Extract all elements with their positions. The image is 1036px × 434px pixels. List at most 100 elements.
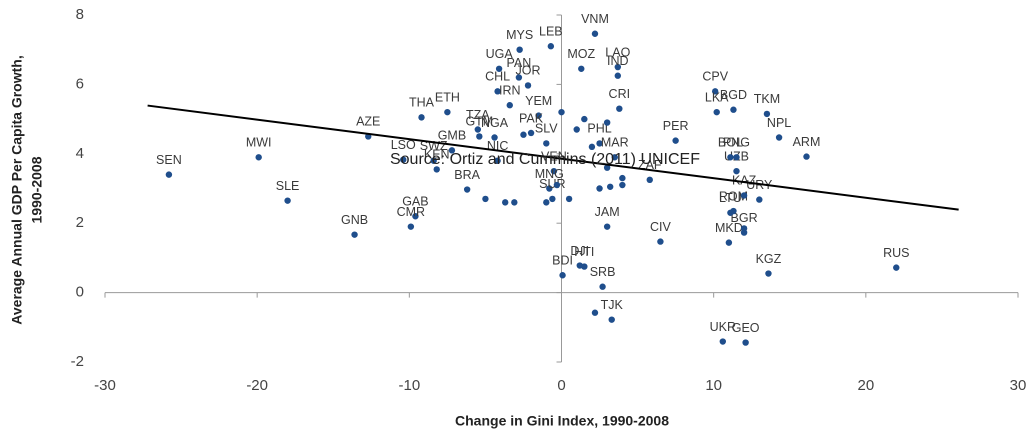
point-label: GMB [438, 129, 466, 143]
point-label: BGD [720, 88, 747, 102]
point-label: LSO [391, 138, 416, 152]
point-label: RUS [883, 246, 909, 260]
point [549, 195, 556, 203]
point [719, 338, 726, 345]
point [546, 185, 553, 192]
point [407, 223, 415, 230]
point-label: MYS [506, 28, 533, 42]
point [578, 65, 585, 72]
point [711, 88, 719, 95]
point [893, 264, 900, 271]
point-label: PER [663, 119, 689, 133]
point [581, 263, 588, 270]
point-label: KEN [424, 148, 450, 162]
point [730, 106, 737, 113]
x-tick-label: 30 [1010, 377, 1027, 394]
point [430, 157, 437, 164]
point-label: TKM [754, 92, 780, 106]
point [255, 154, 262, 161]
point [596, 140, 603, 147]
point [591, 30, 599, 37]
point [543, 140, 550, 147]
point-label: KAZ [732, 174, 757, 188]
point-label: VEN [541, 149, 567, 163]
point [733, 154, 740, 161]
point-label: TJK [601, 298, 624, 312]
point-label: LEB [539, 25, 563, 39]
x-tick-label: 10 [705, 377, 722, 394]
source-note: Source: Ortiz and Cummins (2011) UNICEF [390, 151, 700, 168]
point [725, 239, 733, 246]
point [565, 195, 573, 203]
point-label: JAM [595, 205, 620, 219]
point [524, 82, 532, 89]
point [742, 339, 749, 346]
y-tick-label: 6 [76, 75, 84, 92]
point [550, 167, 558, 175]
point-label: BGR [731, 211, 758, 225]
point [599, 283, 606, 290]
point-label: SLV [535, 122, 558, 136]
point [165, 171, 173, 178]
y-tick-label: 0 [76, 284, 84, 301]
point-label: NPL [767, 116, 791, 130]
point-label: SEN [156, 153, 182, 167]
point-label: MOZ [567, 47, 595, 61]
point-label: MNG [535, 167, 564, 181]
y-tick-label: 2 [76, 214, 84, 231]
point [591, 309, 599, 316]
y-axis-title: 1990-2008 [29, 156, 45, 223]
point [444, 108, 451, 116]
point [351, 231, 358, 238]
point [412, 213, 419, 220]
point [482, 195, 489, 203]
point [448, 147, 456, 154]
point [400, 156, 407, 163]
point-label: PAN [507, 56, 532, 70]
point-label: DJI [570, 244, 589, 258]
point [619, 181, 626, 189]
point-label: CPV [702, 70, 728, 84]
point [672, 137, 679, 144]
point-label: SRB [590, 265, 616, 279]
point [596, 185, 603, 192]
point-label: UKR [710, 320, 736, 334]
point-label: MKD [715, 221, 743, 235]
point-label: THA [409, 96, 435, 110]
point-label: AZE [356, 115, 380, 129]
point [476, 133, 483, 140]
point [474, 126, 482, 133]
point [463, 186, 471, 193]
point [501, 199, 509, 206]
point [581, 115, 588, 123]
x-tick-label: -20 [246, 377, 268, 394]
point [614, 63, 622, 71]
y-tick-label: -2 [71, 353, 84, 370]
point [616, 105, 623, 112]
point-label: IRN [499, 84, 521, 98]
point [588, 143, 596, 151]
point-label: NGA [481, 116, 509, 130]
point-label: LTU [719, 191, 742, 205]
point [284, 197, 291, 204]
point [756, 196, 763, 203]
point-label: LKA [705, 90, 729, 104]
point-label: MWI [246, 136, 272, 150]
point-label: GAB [402, 195, 428, 209]
point [433, 166, 440, 173]
point-label: UGA [486, 47, 514, 61]
point-label: CIV [650, 220, 672, 234]
point-label: BDI [552, 254, 573, 268]
point [547, 43, 555, 50]
x-tick-label: 0 [557, 377, 565, 394]
point-label: YEM [525, 94, 552, 108]
point [733, 167, 740, 175]
point-label: HTI [574, 245, 594, 259]
point-label: GNB [341, 213, 368, 227]
point-label: GTM [465, 115, 493, 129]
point-label: KGZ [756, 252, 782, 266]
point [511, 199, 518, 206]
point-label: BOL [718, 136, 743, 150]
point [491, 134, 498, 141]
point-label: ETH [435, 90, 460, 104]
